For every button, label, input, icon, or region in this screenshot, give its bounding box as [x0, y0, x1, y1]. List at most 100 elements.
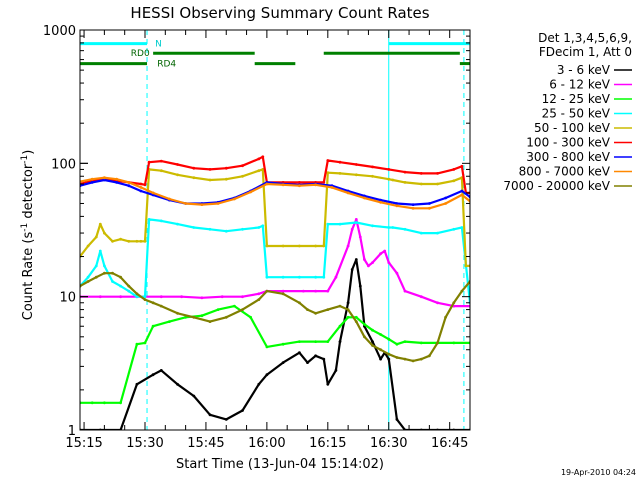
data-point-1-14 [314, 289, 317, 293]
data-point-4-4 [103, 231, 106, 235]
data-point-3-30 [403, 227, 407, 231]
data-point-0-17 [322, 357, 326, 361]
data-point-1-19 [354, 218, 358, 221]
data-point-5-28 [436, 172, 439, 175]
data-point-2-1 [90, 401, 94, 405]
legend-label-3: 25 - 50 keV [542, 107, 611, 121]
series-line-8 [80, 272, 470, 362]
attenuator-label-rd0: RD0 [131, 49, 150, 59]
x-tick-label: 15:15 [65, 436, 102, 451]
data-point-0-7 [192, 394, 196, 398]
data-point-5-13 [241, 164, 244, 168]
series-line-2 [80, 305, 470, 404]
data-point-1-10 [257, 292, 261, 296]
y-tick-label: 1 [68, 424, 76, 439]
data-point-8-14 [224, 315, 228, 319]
data-point-8-15 [241, 308, 244, 311]
data-point-4-31 [403, 181, 407, 184]
data-point-3-28 [387, 226, 391, 229]
data-point-6-23 [428, 202, 431, 205]
data-point-8-2 [94, 275, 98, 279]
data-point-4-17 [241, 174, 244, 178]
data-point-7-3 [115, 177, 118, 181]
data-point-3-25 [338, 222, 342, 226]
data-point-0-19 [334, 369, 338, 372]
data-point-8-33 [419, 357, 423, 361]
data-point-3-5 [111, 280, 114, 283]
data-point-2-10 [216, 308, 220, 311]
data-point-4-9 [139, 239, 143, 243]
data-point-3-31 [419, 231, 423, 235]
data-point-1-30 [436, 301, 439, 305]
data-point-7-15 [298, 184, 301, 188]
data-point-4-2 [94, 235, 98, 239]
data-point-8-1 [86, 280, 90, 283]
data-point-3-32 [436, 231, 439, 235]
data-point-5-21 [326, 159, 330, 162]
data-point-2-20 [354, 315, 358, 319]
data-point-7-24 [444, 202, 447, 205]
data-point-8-24 [346, 308, 350, 311]
data-point-7-16 [314, 183, 317, 187]
data-point-2-22 [371, 328, 374, 332]
data-point-5-23 [354, 163, 358, 166]
data-point-2-6 [151, 324, 155, 328]
data-point-3-1 [86, 275, 90, 279]
data-point-0-26 [371, 340, 374, 343]
attenuator-label-rd4: RD4 [157, 60, 176, 70]
data-point-2-8 [184, 315, 188, 319]
data-point-0-29 [387, 357, 391, 361]
data-point-7-11 [233, 197, 236, 201]
data-point-7-5 [139, 186, 143, 189]
data-point-4-32 [419, 182, 423, 186]
data-point-0-27 [379, 357, 382, 361]
data-point-5-10 [192, 166, 196, 170]
data-point-2-19 [346, 315, 350, 319]
data-point-6-21 [395, 202, 399, 205]
timestamp: 19-Apr-2010 04:24 [561, 468, 636, 477]
data-point-1-5 [159, 295, 163, 299]
data-point-0-6 [176, 382, 179, 386]
data-point-5-22 [338, 160, 342, 164]
data-point-0-8 [208, 413, 212, 417]
data-point-8-25 [354, 320, 358, 323]
data-point-1-29 [419, 295, 423, 299]
data-point-4-6 [119, 237, 122, 241]
data-point-8-28 [379, 348, 382, 352]
data-point-8-18 [281, 292, 285, 296]
data-point-0-12 [265, 373, 269, 377]
data-point-7-1 [90, 177, 94, 181]
data-point-2-18 [338, 324, 342, 328]
data-point-0-4 [151, 373, 155, 377]
data-point-3-19 [265, 275, 269, 279]
data-point-7-19 [363, 196, 366, 200]
data-point-1-22 [367, 264, 370, 268]
data-point-8-6 [127, 284, 131, 288]
data-point-6-1 [90, 181, 94, 184]
legend-label-0: 3 - 6 keV [557, 63, 611, 77]
data-point-7-4 [127, 181, 131, 184]
data-point-8-27 [371, 344, 374, 347]
data-point-2-12 [249, 315, 253, 319]
data-point-2-11 [233, 304, 236, 308]
data-point-0-24 [358, 284, 362, 288]
data-point-1-28 [403, 289, 407, 293]
legend-label-2: 12 - 25 keV [542, 92, 611, 106]
data-point-1-6 [180, 295, 184, 299]
data-point-5-26 [403, 170, 407, 174]
data-point-3-22 [314, 275, 317, 279]
y-axis-label: Count Rate (s-1 detector-1) [20, 150, 36, 321]
data-point-0-13 [281, 361, 285, 364]
data-point-0-14 [298, 351, 301, 355]
data-point-8-23 [338, 304, 342, 308]
data-point-0-20 [338, 340, 342, 343]
data-point-5-18 [298, 181, 301, 184]
y-tick-label: 100 [51, 157, 76, 172]
data-point-4-34 [452, 179, 456, 183]
data-point-1-2 [119, 295, 122, 299]
legend-label-7: 800 - 7000 keV [519, 165, 611, 179]
series-line-0 [80, 258, 470, 430]
data-point-8-32 [411, 359, 415, 363]
legend-title-line-2: FDecim 1, Att 0 [539, 45, 632, 59]
